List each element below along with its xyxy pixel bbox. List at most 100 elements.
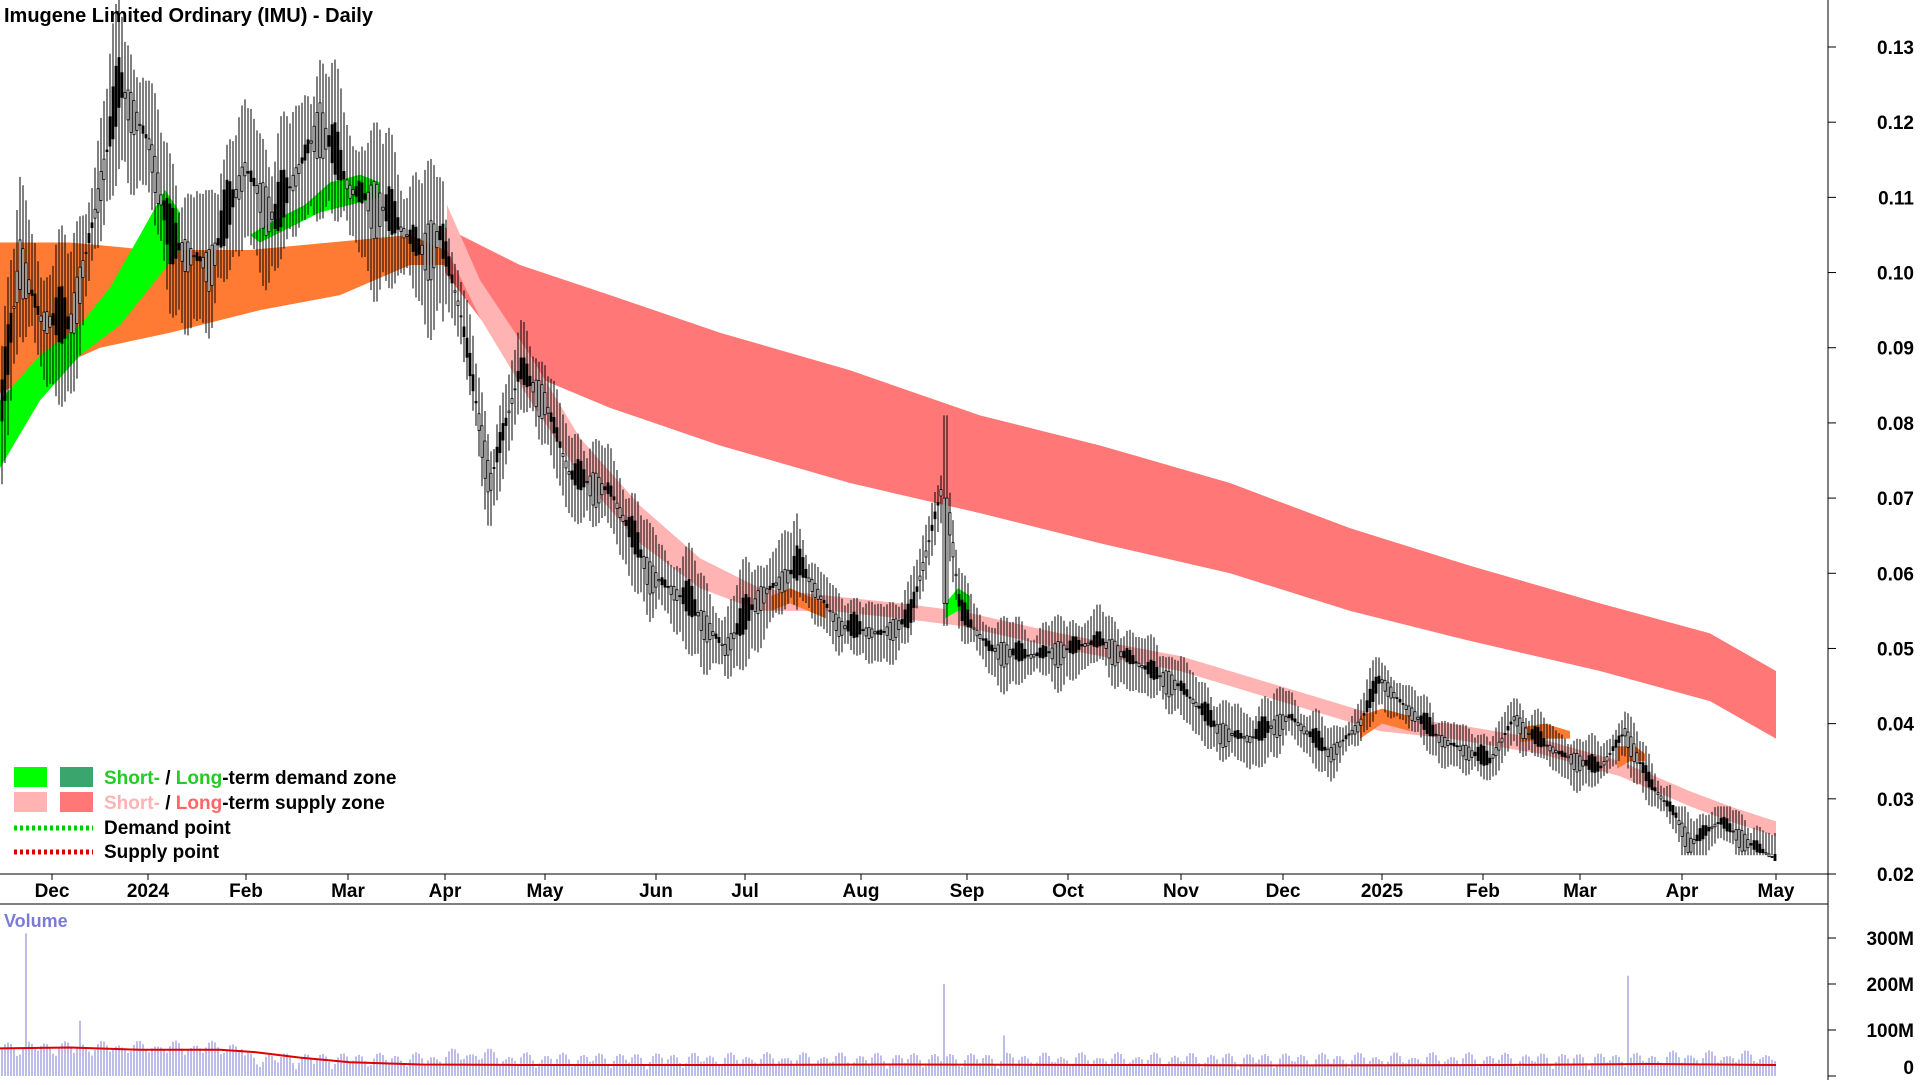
candle-body [1398,699,1402,703]
candle-body [84,252,88,254]
candle-body [1266,721,1270,733]
candle-body [96,188,100,213]
candle-body [702,610,706,640]
candle-body [606,482,610,495]
candle-body [1026,654,1030,657]
candle-body [1140,664,1144,669]
candle-body [555,427,559,442]
candle-body [30,289,34,296]
candle-body [1578,755,1582,772]
candle-body [825,603,829,608]
candle-body [582,469,586,488]
candle-body [1767,853,1771,858]
candle-body [717,637,721,643]
candle-body [231,189,235,208]
candle-body [1284,716,1288,722]
candle-body [927,540,931,543]
candle-body [336,131,340,181]
candle-body [834,613,838,631]
candle-body [381,206,385,211]
candle-body [1104,641,1108,649]
candle-body [1170,674,1174,696]
candle-body [1773,853,1777,861]
candle-body [348,184,352,199]
candle-body [939,489,943,497]
candle-body [1014,642,1018,660]
candle-body [150,144,154,173]
candle-body [1320,737,1324,752]
candle-body [873,631,877,635]
candle-body [198,256,202,262]
legend-supply-label: Short- / Long-term supply zone [104,793,385,814]
candle-body [1155,666,1159,679]
candle-body [1374,676,1378,694]
candle-body [1122,650,1126,659]
candle-body [1383,679,1387,692]
candle-body [1329,747,1333,763]
volume-average-line [0,1046,1777,1067]
candle-body [735,623,739,635]
candle-body [1152,661,1156,680]
candle-body [591,472,595,506]
candle-body [537,380,541,417]
candle-body [693,599,697,616]
candle-body [522,357,526,385]
candle-body [567,471,571,475]
candle-body [1518,717,1522,735]
candle-body [498,432,502,454]
candle-body [1083,643,1087,648]
candle-body [324,127,328,150]
candle-body [228,181,232,225]
candle-body [351,189,355,195]
candle-body [1599,765,1603,769]
candle-body [948,512,952,536]
candle-body [507,410,511,414]
candle-body [105,149,109,152]
candle-body [1659,795,1663,800]
candle-body [237,175,241,200]
candle-body [1044,646,1048,657]
candle-body [1734,829,1738,841]
candle-body [285,177,289,204]
candle-body [1149,659,1153,679]
candle-body [615,502,619,510]
candle-body [363,193,367,200]
candle-body [564,460,568,469]
candle-body [1746,839,1750,849]
candle-body [138,123,142,126]
candle-body [1434,733,1438,736]
candle-body [1716,822,1720,824]
candle-body [645,557,649,585]
candle-body [867,627,871,639]
candle-body [417,238,421,255]
candle-body [723,644,727,656]
candle-body [1542,738,1546,747]
candle-body [243,162,247,177]
candle-body [543,392,547,416]
candle-body [1548,744,1552,752]
candle-body [594,472,598,508]
candle-body [1488,757,1492,764]
candle-body [1626,731,1630,748]
candle-body [342,171,346,180]
candle-body [1293,718,1297,723]
candle-body [462,326,466,338]
candle-body [1197,705,1201,709]
candle-body [1359,718,1363,726]
candle-body [1143,665,1147,670]
candle-body [609,485,613,497]
candle-body [969,619,973,628]
y-tick-label: 0.09 [1877,339,1914,360]
legend-demand-label: Short- / Long-term demand zone [104,768,396,789]
candle-body [1623,728,1627,737]
candle-body [267,196,271,233]
candle-body [804,568,808,579]
candle-body [1551,746,1555,754]
candle-body [1281,714,1285,730]
candle-body [663,579,667,588]
candle-body [1512,716,1516,721]
candle-body [360,182,364,204]
candle-body [789,569,793,575]
